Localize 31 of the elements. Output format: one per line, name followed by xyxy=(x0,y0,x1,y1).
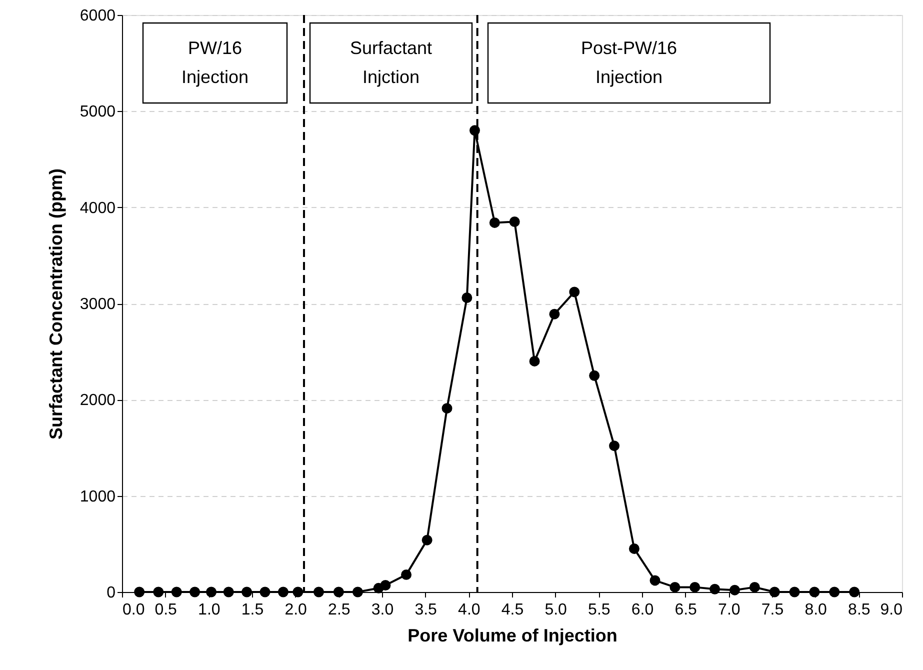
x-tick-label: 7.0 xyxy=(718,602,740,618)
x-tick-label: 8.5 xyxy=(848,602,870,618)
x-tick-label: 2.5 xyxy=(328,602,350,618)
y-tick-label: 6000 xyxy=(80,8,116,24)
x-tick-label: 3.0 xyxy=(371,602,394,618)
x-tick-label: 7.5 xyxy=(761,602,784,618)
x-tick-label: 8.0 xyxy=(804,602,828,618)
x-tick-label: 3.5 xyxy=(414,602,438,618)
x-tick-label: 1.5 xyxy=(241,602,264,618)
x-tick-label: 6.0 xyxy=(631,602,654,618)
annotation: PW/16 Injection xyxy=(181,38,249,87)
y-tick-label: 5000 xyxy=(80,104,116,121)
y-tick-label: 1000 xyxy=(80,488,116,506)
y-tick-label: 3000 xyxy=(80,296,116,313)
y-tick-label: 2000 xyxy=(80,392,116,410)
x-tick-label: 5.0 xyxy=(544,602,568,618)
x-tick-label: 9.0 xyxy=(880,602,903,618)
x-tick-label: 0.0 xyxy=(122,602,145,618)
x-axis-title: Pore Volume of Injection xyxy=(408,626,618,646)
x-tick-label: 6.5 xyxy=(674,602,698,618)
x-tick-label: 4.0 xyxy=(458,602,480,618)
y-tick-label: 0 xyxy=(106,584,116,602)
annotation: Surfactant Injction xyxy=(350,38,432,87)
x-tick-label: 1.0 xyxy=(198,602,220,618)
y-axis-title: Surfactant Concentration (ppm) xyxy=(46,168,66,440)
x-tick-label: 5.5 xyxy=(588,602,610,618)
y-tick-label: 4000 xyxy=(80,200,116,217)
annotation: Post-PW/16 Injection xyxy=(580,38,678,87)
x-tick-label: 2.0 xyxy=(284,602,308,618)
x-tick-label: 4.5 xyxy=(501,602,524,618)
x-tick-label: 0.5 xyxy=(154,602,178,618)
